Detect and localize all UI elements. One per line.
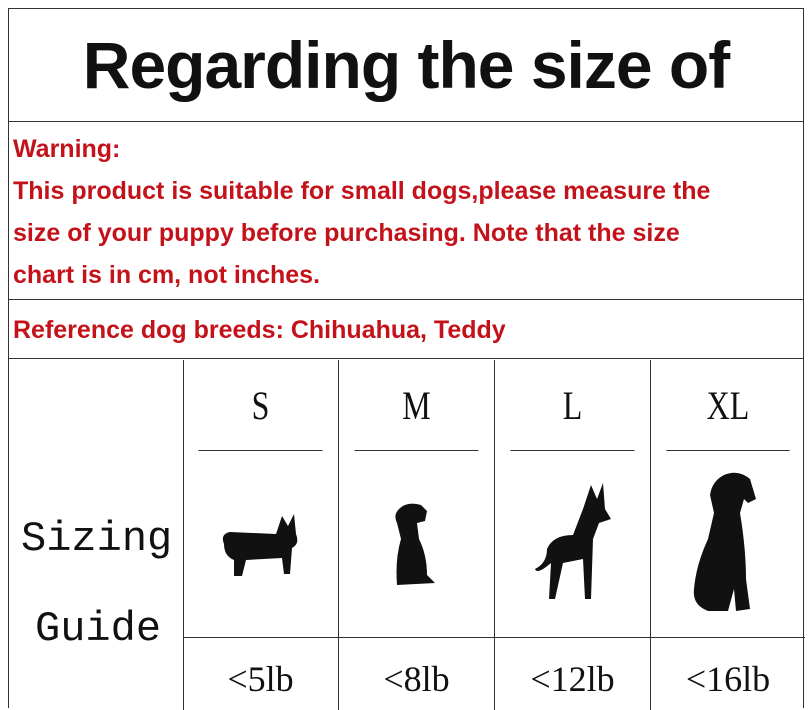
- large-dog-sitting-silhouette-icon: [693, 472, 756, 611]
- size-header: S: [198, 360, 323, 451]
- size-column-xl: XL <16lb: [651, 360, 805, 710]
- warning-heading: Warning:: [13, 135, 121, 163]
- size-column-m: M <8lb: [339, 360, 495, 710]
- size-column-s: S <5lb: [183, 360, 339, 710]
- warning-line: size of your puppy before purchasing. No…: [13, 219, 680, 247]
- size-header: L: [510, 360, 635, 451]
- warning-line: This product is suitable for small dogs,…: [13, 177, 711, 205]
- size-column-l: L <12lb: [495, 360, 651, 710]
- size-chart: Regarding the size of Warning: This prod…: [8, 8, 805, 710]
- sizing-guide-label: Sizing Guide: [9, 360, 184, 710]
- weight-value: <8lb: [383, 658, 450, 699]
- puppy-sitting-silhouette-icon: [394, 503, 435, 585]
- sizing-label: Sizing: [21, 515, 173, 563]
- weight-value: <12lb: [530, 658, 615, 699]
- weight-value: <16lb: [685, 658, 771, 699]
- sizing-table: Sizing Guide S <5lb M <8lb L <12lb XL: [9, 360, 805, 710]
- warning-line: chart is in cm, not inches.: [13, 261, 321, 289]
- warning-section: Warning: This product is suitable for sm…: [9, 122, 803, 300]
- corgi-silhouette-icon: [222, 513, 297, 576]
- size-header: XL: [666, 360, 790, 451]
- size-header: M: [354, 360, 479, 451]
- reference-breeds: Reference dog breeds: Chihuahua, Teddy: [9, 301, 803, 359]
- shepherd-silhouette-icon: [534, 482, 611, 599]
- guide-label: Guide: [35, 605, 162, 653]
- weight-value: <5lb: [227, 658, 294, 699]
- chart-title: Regarding the size of: [9, 9, 803, 122]
